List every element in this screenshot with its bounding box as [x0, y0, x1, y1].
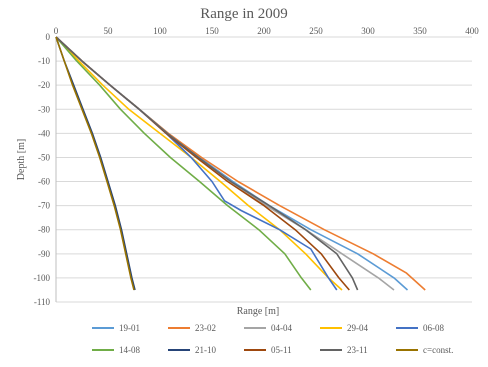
- legend-label: 19-01: [119, 323, 140, 333]
- series-line: [55, 36, 343, 291]
- x-tick-label: 0: [54, 26, 59, 36]
- legend-item: 29-04: [320, 323, 396, 333]
- x-tick-label: 400: [465, 26, 479, 36]
- legend-item: 14-08: [92, 345, 168, 355]
- legend-swatch: [168, 349, 190, 351]
- legend-item: 23-02: [168, 323, 244, 333]
- y-tick-label: -30: [38, 104, 50, 114]
- y-tick-label: -70: [38, 201, 50, 211]
- legend-item: 23-11: [320, 345, 396, 355]
- series-line: [55, 36, 136, 291]
- y-tick-label: -60: [38, 177, 50, 187]
- legend-swatch: [92, 349, 114, 351]
- series-line: [55, 36, 359, 291]
- legend-label: 23-11: [347, 345, 368, 355]
- legend-swatch: [396, 349, 418, 351]
- x-tick-label: 100: [153, 26, 167, 36]
- series-line: [55, 36, 312, 291]
- series-line: [55, 36, 350, 291]
- series-line: [55, 36, 426, 291]
- legend-item: c=const.: [396, 345, 472, 355]
- legend-swatch: [168, 327, 190, 329]
- series-line: [55, 36, 135, 291]
- legend-swatch: [92, 327, 114, 329]
- legend-label: 21-10: [195, 345, 216, 355]
- x-tick-label: 350: [413, 26, 427, 36]
- legend-label: 05-11: [271, 345, 292, 355]
- legend-swatch: [244, 327, 266, 329]
- chart-title: Range in 2009: [200, 6, 288, 22]
- legend-label: 14-08: [119, 345, 140, 355]
- y-axis-title: Depth [m]: [16, 139, 27, 180]
- legend-item: 06-08: [396, 323, 472, 333]
- y-tick-label: -20: [38, 80, 50, 90]
- legend-label: 23-02: [195, 323, 216, 333]
- legend: 19-01 23-02 04-04 29-04 06-08 14-08 21-10 05-11…: [92, 320, 482, 364]
- y-tick-label: -110: [34, 297, 51, 307]
- legend-label: 04-04: [271, 323, 292, 333]
- legend-label: 29-04: [347, 323, 368, 333]
- legend-swatch: [320, 349, 342, 351]
- legend-item: 04-04: [244, 323, 320, 333]
- x-tick-label: 150: [205, 26, 219, 36]
- legend-item: 05-11: [244, 345, 320, 355]
- x-tick-label: 250: [309, 26, 323, 36]
- plot-area: 0 -10 -20 -30 -40 -50 -60 -70 -80 -90 -100 -110 0 50 1…: [16, 26, 479, 317]
- legend-item: 19-01: [92, 323, 168, 333]
- x-tick-label: 50: [104, 26, 114, 36]
- x-tick-label: 200: [257, 26, 271, 36]
- y-tick-label: -50: [38, 152, 50, 162]
- y-tick-label: 0: [46, 32, 51, 42]
- y-tick-label: -40: [38, 128, 50, 138]
- series-line: [55, 36, 409, 291]
- y-tick-label: -10: [38, 56, 50, 66]
- legend-item: 21-10: [168, 345, 244, 355]
- legend-label: c=const.: [423, 345, 454, 355]
- legend-label: 06-08: [423, 323, 444, 333]
- legend-row: 14-08 21-10 05-11 23-11 c=const.: [92, 342, 482, 358]
- legend-swatch: [396, 327, 418, 329]
- y-tick-label: -90: [38, 249, 50, 259]
- legend-row: 19-01 23-02 04-04 29-04 06-08: [92, 320, 482, 336]
- y-tick-label: -100: [34, 273, 51, 283]
- legend-swatch: [320, 327, 342, 329]
- y-tick-label: -80: [38, 225, 50, 235]
- x-axis-title: Range [m]: [237, 306, 280, 317]
- series-line: [55, 36, 395, 291]
- x-tick-label: 300: [361, 26, 375, 36]
- legend-swatch: [244, 349, 266, 351]
